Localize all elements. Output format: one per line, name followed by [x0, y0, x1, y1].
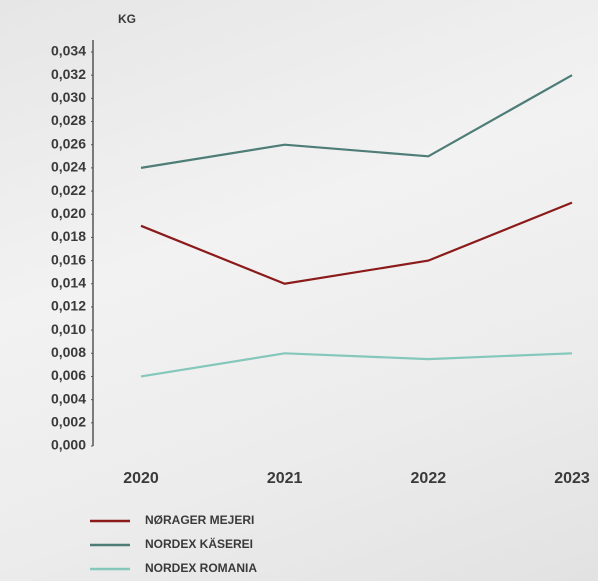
- y-tick-label: 0,028: [51, 112, 86, 128]
- y-tick-label: 0,012: [51, 298, 86, 314]
- y-tick-label: 0,002: [51, 414, 86, 430]
- y-tick-label: 0,024: [51, 159, 86, 175]
- y-tick-label: 0,020: [51, 205, 86, 221]
- x-tick-label: 2022: [411, 470, 447, 487]
- y-tick-label: 0,000: [51, 437, 86, 453]
- y-tick-label: 0,026: [51, 135, 86, 151]
- y-tick-label: 0,010: [51, 321, 86, 337]
- y-tick-label: 0,004: [51, 390, 86, 406]
- series-line: [140, 74, 573, 169]
- series-line: [140, 201, 573, 285]
- y-tick-label: 0,030: [51, 89, 86, 105]
- series-line: [140, 352, 573, 378]
- x-tick-label: 2021: [267, 470, 303, 487]
- y-tick-label: 0,018: [51, 228, 86, 244]
- legend-label: NØRAGER MEJERI: [145, 513, 254, 527]
- y-tick-label: 0,008: [51, 344, 86, 360]
- x-tick-label: 2020: [123, 470, 159, 487]
- y-tick-label: 0,006: [51, 367, 86, 383]
- y-axis-label: KG: [118, 12, 136, 26]
- y-tick-label: 0,034: [51, 43, 86, 59]
- legend-label: NORDEX KÄSEREI: [145, 536, 253, 551]
- y-tick-label: 0,014: [51, 274, 86, 290]
- x-tick-label: 2023: [554, 470, 590, 487]
- legend-label: NORDEX ROMANIA: [145, 561, 257, 575]
- y-tick-label: 0,022: [51, 182, 86, 198]
- y-tick-label: 0,032: [51, 66, 86, 82]
- y-tick-label: 0,016: [51, 251, 86, 267]
